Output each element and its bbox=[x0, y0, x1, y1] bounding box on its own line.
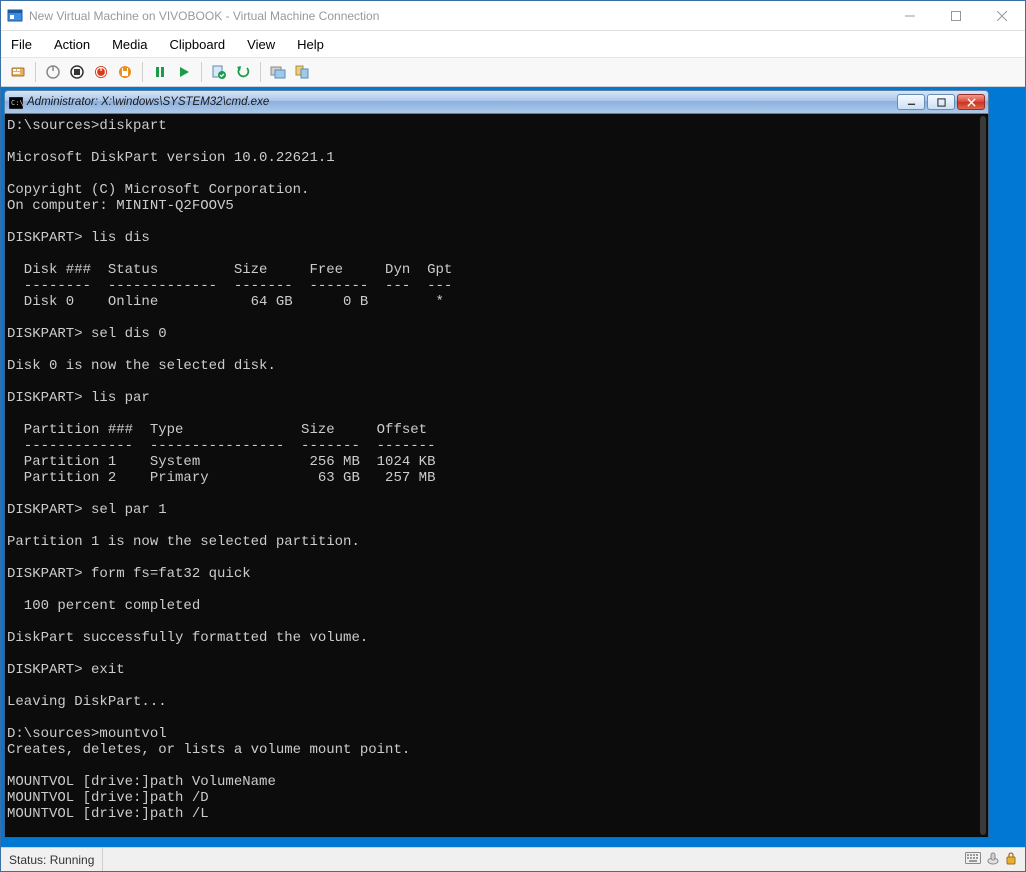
ctrl-alt-del-button[interactable] bbox=[7, 61, 29, 83]
start-button[interactable] bbox=[42, 61, 64, 83]
cmd-window: C:\ Administrator: X:\windows\SYSTEM32\c… bbox=[4, 90, 989, 838]
cmd-scrollbar[interactable] bbox=[980, 116, 986, 835]
menu-help[interactable]: Help bbox=[297, 37, 324, 52]
close-button[interactable] bbox=[979, 1, 1025, 31]
status-icons bbox=[965, 851, 1025, 868]
cmd-titlebar[interactable]: C:\ Administrator: X:\windows\SYSTEM32\c… bbox=[4, 90, 989, 114]
menu-file[interactable]: File bbox=[11, 37, 32, 52]
cmd-icon: C:\ bbox=[9, 96, 23, 108]
cmd-title: Administrator: X:\windows\SYSTEM32\cmd.e… bbox=[27, 96, 897, 108]
maximize-button[interactable] bbox=[933, 1, 979, 31]
cmd-window-controls bbox=[897, 94, 988, 110]
cmd-minimize-button[interactable] bbox=[897, 94, 925, 110]
toolbar-separator bbox=[260, 62, 261, 82]
menubar: File Action Media Clipboard View Help bbox=[1, 31, 1025, 57]
statusbar: Status: Running bbox=[1, 847, 1025, 871]
share-button[interactable] bbox=[291, 61, 313, 83]
pause-button[interactable] bbox=[149, 61, 171, 83]
menu-media[interactable]: Media bbox=[112, 37, 147, 52]
cmd-output: D:\sources>diskpart Microsoft DiskPart v… bbox=[5, 114, 988, 824]
window-controls bbox=[887, 1, 1025, 31]
window-titlebar: New Virtual Machine on VIVOBOOK - Virtua… bbox=[1, 1, 1025, 31]
status-text: Status: Running bbox=[1, 848, 103, 871]
minimize-button[interactable] bbox=[887, 1, 933, 31]
shutdown-button[interactable] bbox=[90, 61, 112, 83]
vm-viewport[interactable]: C:\ Administrator: X:\windows\SYSTEM32\c… bbox=[1, 87, 1025, 847]
window-title: New Virtual Machine on VIVOBOOK - Virtua… bbox=[29, 9, 887, 23]
menu-view[interactable]: View bbox=[247, 37, 275, 52]
toolbar-separator bbox=[35, 62, 36, 82]
turnoff-button[interactable] bbox=[66, 61, 88, 83]
enhanced-session-button[interactable] bbox=[267, 61, 289, 83]
save-button[interactable] bbox=[114, 61, 136, 83]
cmd-body[interactable]: D:\sources>diskpart Microsoft DiskPart v… bbox=[4, 114, 989, 838]
toolbar-separator bbox=[142, 62, 143, 82]
menu-action[interactable]: Action bbox=[54, 37, 90, 52]
lock-icon bbox=[1005, 851, 1017, 868]
toolbar bbox=[1, 57, 1025, 87]
cmd-maximize-button[interactable] bbox=[927, 94, 955, 110]
menu-clipboard[interactable]: Clipboard bbox=[170, 37, 226, 52]
cmd-close-button[interactable] bbox=[957, 94, 985, 110]
checkpoint-button[interactable] bbox=[208, 61, 230, 83]
keyboard-icon bbox=[965, 852, 981, 867]
toolbar-separator bbox=[201, 62, 202, 82]
svg-text:C:\: C:\ bbox=[11, 99, 23, 107]
reset-button[interactable] bbox=[173, 61, 195, 83]
app-icon bbox=[7, 8, 23, 24]
network-icon bbox=[987, 851, 999, 868]
revert-button[interactable] bbox=[232, 61, 254, 83]
